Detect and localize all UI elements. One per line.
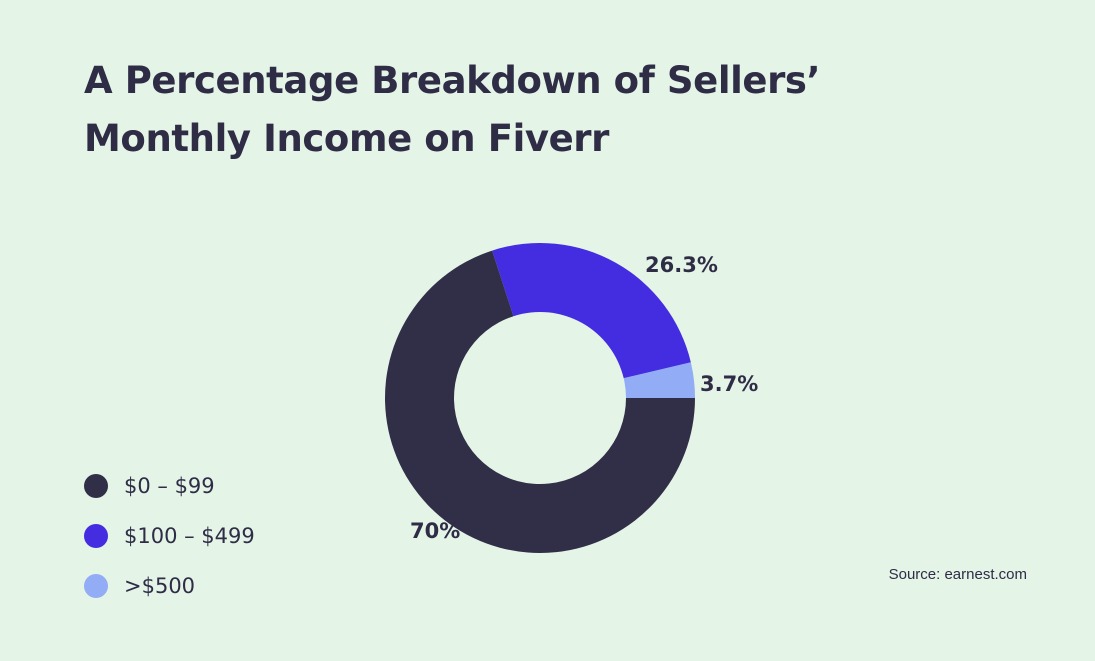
source-note: Source: earnest.com <box>888 566 1027 583</box>
slice-label-3: 3.7% <box>700 372 758 396</box>
chart-title-line-1: A Percentage Breakdown of Sellers’ <box>84 59 821 102</box>
donut-slice-2 <box>492 243 691 379</box>
legend-label: $0 – $99 <box>124 474 215 498</box>
legend: $0 – $99 $100 – $499 >$500 <box>84 461 255 611</box>
slice-label-1: 70% <box>410 519 460 543</box>
legend-item: $0 – $99 <box>84 461 255 511</box>
chart-title: A Percentage Breakdown of Sellers’ Month… <box>84 52 984 168</box>
legend-item: >$500 <box>84 561 255 611</box>
legend-item: $100 – $499 <box>84 511 255 561</box>
legend-swatch <box>84 574 108 598</box>
donut-slice-1 <box>385 250 695 553</box>
donut-slices <box>385 243 695 553</box>
legend-label: $100 – $499 <box>124 524 255 548</box>
chart-title-line-2: Monthly Income on Fiverr <box>84 117 609 160</box>
donut-slice-3 <box>623 362 695 398</box>
legend-swatch <box>84 474 108 498</box>
legend-swatch <box>84 524 108 548</box>
legend-label: >$500 <box>124 574 196 598</box>
donut-labels: 3.7% 26.3% 70% <box>410 253 758 543</box>
slice-label-2: 26.3% <box>645 253 718 277</box>
